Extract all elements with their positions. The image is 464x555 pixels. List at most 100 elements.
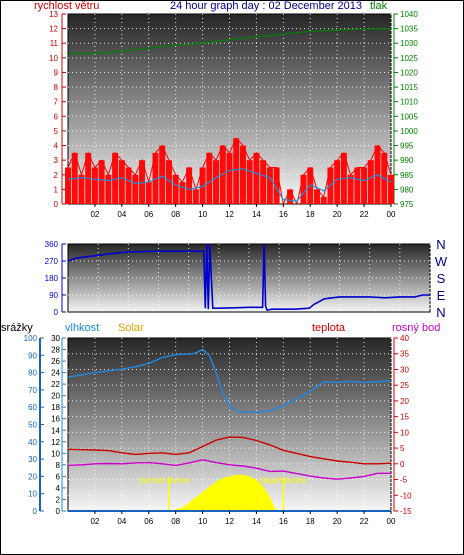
x-tick-label: 16 — [279, 517, 288, 526]
wind-speed-bar — [361, 167, 368, 204]
wind-axis-label: 3 — [54, 156, 59, 165]
compass-label: N — [436, 237, 445, 252]
wind-axis-label: 7 — [54, 98, 59, 107]
pressure-axis-label: 975 — [400, 200, 414, 209]
wind-axis-label: 5 — [54, 127, 59, 136]
humidity-axis-label: 2 — [56, 495, 61, 504]
pressure-axis-label: 1030 — [400, 39, 418, 48]
temperature-label: teplota — [312, 322, 346, 334]
wind-speed-bar — [388, 174, 394, 204]
temperature-axis-label: 5 — [400, 444, 405, 453]
humidity-axis-label: 20 — [51, 392, 60, 401]
wind-speed-bar — [179, 182, 186, 204]
wind-speed-bar — [165, 160, 172, 204]
pressure-axis-label: 1005 — [400, 112, 418, 121]
wind-speed-bar — [287, 189, 294, 204]
wind-speed-bar — [78, 174, 85, 204]
wind-speed-bar — [118, 160, 125, 204]
wind-axis-label: 4 — [54, 142, 59, 151]
wind-speed-bar — [105, 174, 112, 204]
x-tick-label: 00 — [387, 517, 396, 526]
humidity-axis-label: 22 — [51, 380, 60, 389]
pressure-axis-label: 1010 — [400, 98, 418, 107]
wind-speed-bar — [139, 160, 146, 204]
wind-speed-bar — [253, 152, 260, 204]
humidity-line — [67, 348, 392, 414]
pressure-axis-label: 985 — [400, 171, 414, 180]
wind-speed-bar — [266, 167, 273, 204]
humidity-axis-label: 16 — [51, 415, 60, 424]
wind-speed-bar — [132, 174, 139, 204]
humidity-axis-label: 30 — [51, 334, 60, 343]
direction-axis-label: 180 — [45, 274, 59, 283]
humidity-axis-label: 8 — [56, 461, 61, 470]
wind-speed-bar — [300, 174, 307, 204]
pressure-axis-label: 1015 — [400, 83, 418, 92]
x-tick-label: 12 — [225, 517, 234, 526]
temperature-axis-label: 30 — [400, 365, 409, 374]
direction-axis-label: 360 — [45, 240, 59, 249]
x-tick-label: 18 — [306, 517, 315, 526]
wind-speed-bar — [192, 189, 199, 204]
direction-axis-label: 90 — [49, 291, 58, 300]
temperature-axis-label: 35 — [400, 350, 409, 359]
wind-axis-label: 1 — [54, 185, 59, 194]
humidity-axis-label: 24 — [51, 369, 60, 378]
rain-axis-label: 100 — [24, 334, 38, 343]
x-tick-label: 10 — [198, 210, 207, 219]
direction-axis-label: 0 — [54, 308, 59, 317]
wind-speed-bar — [186, 167, 193, 204]
wind-direction-line — [67, 243, 430, 312]
wind-speed-bar — [226, 152, 233, 204]
temperature-axis-label: 40 — [400, 334, 409, 343]
rain-axis-label: 40 — [28, 438, 37, 447]
rain-axis-label: 70 — [28, 386, 37, 395]
wind-average-line — [67, 168, 392, 202]
temperature-axis-label: -10 — [400, 491, 412, 500]
solar-label: Solar — [118, 322, 144, 334]
wind-speed-bar — [213, 160, 220, 204]
chart-title: 24 hour graph day : 02 December 2013 — [170, 0, 363, 12]
sunrise-annotation: východ slunce — [139, 476, 190, 485]
temperature-axis-label: -15 — [400, 507, 412, 516]
humidity-axis-label: 10 — [51, 449, 60, 458]
pressure-axis-label: 1040 — [400, 10, 418, 19]
wind-speed-bar — [239, 145, 246, 204]
wind-speed-bar — [219, 145, 226, 204]
humidity-axis-label: 14 — [51, 426, 60, 435]
x-tick-label: 20 — [333, 517, 342, 526]
temperature-axis-label: 20 — [400, 397, 409, 406]
wind-speed-bar — [354, 167, 361, 204]
temperature-axis-label: 25 — [400, 381, 409, 390]
wind-speed-bar — [367, 160, 374, 204]
wind-speed-bar — [206, 152, 213, 204]
wind-speed-bar — [320, 196, 327, 204]
humidity-axis-label: 6 — [56, 472, 61, 481]
rain-axis-label: 60 — [28, 403, 37, 412]
wind-speed-bar — [260, 160, 267, 204]
humidity-axis-label: 0 — [56, 507, 61, 516]
x-tick-label: 14 — [252, 210, 261, 219]
x-tick-label: 06 — [144, 517, 153, 526]
x-tick-label: 22 — [360, 210, 369, 219]
humidity-axis-label: 12 — [51, 438, 60, 447]
wind-speed-bar — [273, 167, 280, 204]
x-tick-label: 06 — [144, 210, 153, 219]
wind-axis-label: 11 — [50, 39, 59, 48]
dewpoint-label: rosný bod — [392, 322, 441, 334]
humidity-axis-label: 26 — [51, 357, 60, 366]
humidity-label: vlhkost — [65, 322, 100, 334]
wind-speed-bar — [334, 160, 341, 204]
dewpoint-line — [67, 458, 391, 480]
wind-axis-label: 0 — [54, 200, 59, 209]
wind-speed-bar — [313, 189, 320, 204]
compass-label: W — [435, 254, 448, 269]
pressure-axis-label: 1035 — [400, 25, 418, 34]
wind-speed-bar — [98, 160, 105, 204]
x-tick-label: 10 — [198, 517, 207, 526]
x-tick-label: 00 — [387, 210, 396, 219]
rain-axis-label: 10 — [28, 490, 37, 499]
x-tick-label: 20 — [333, 210, 342, 219]
pressure-axis-label: 1000 — [400, 127, 418, 136]
